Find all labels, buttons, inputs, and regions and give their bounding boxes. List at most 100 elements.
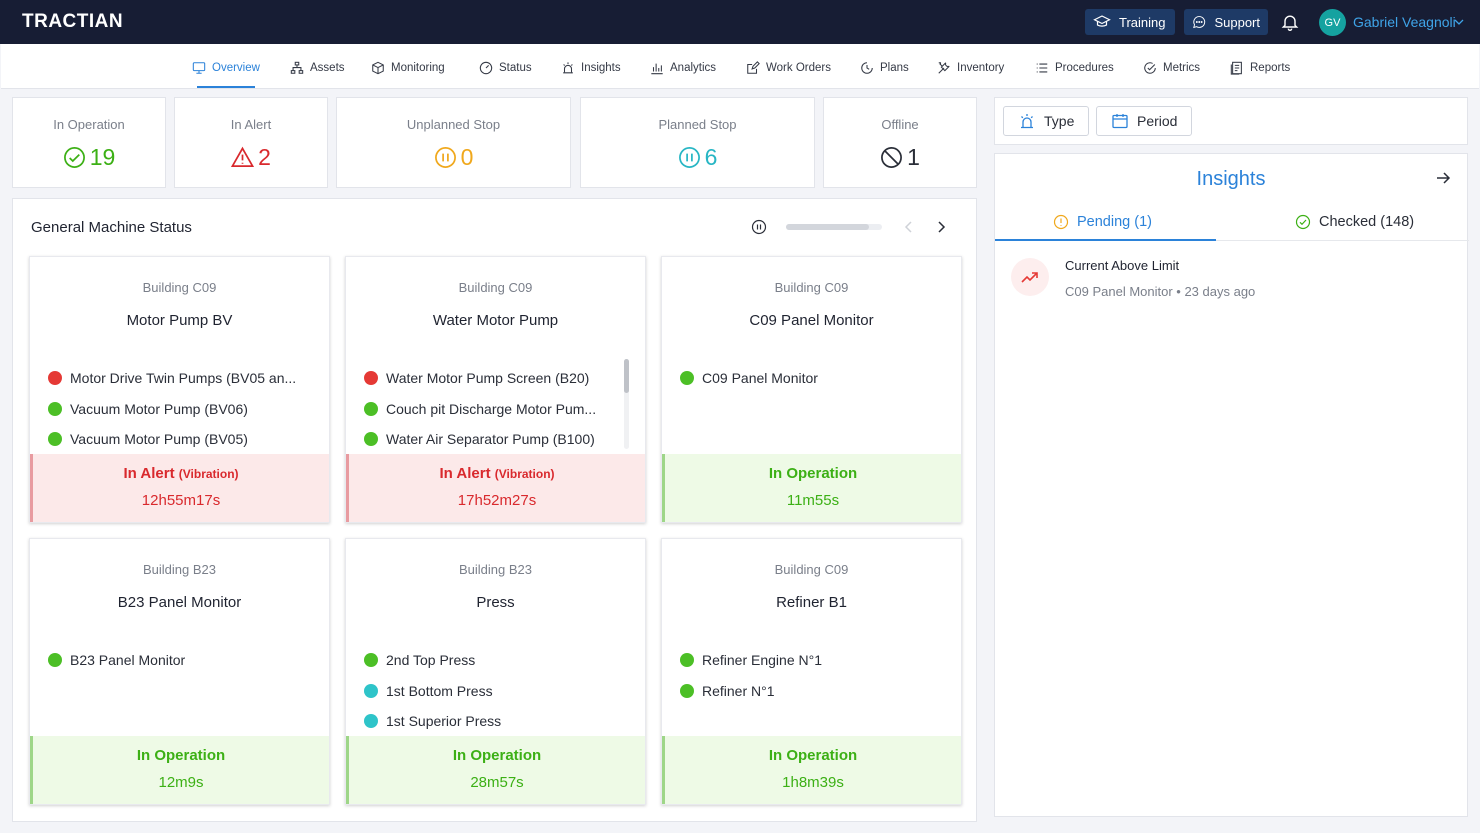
nav-overview[interactable]: Overview [192,59,260,77]
nav-analytics[interactable]: Analytics [650,59,716,77]
type-filter-button[interactable]: Type [1003,106,1090,136]
nav-procedures-label: Procedures [1055,62,1114,74]
asset-item[interactable]: 1st Superior Press [364,706,627,737]
machine-card[interactable]: Building B23 B23 Panel Monitor B23 Panel… [29,538,330,805]
nav-metrics[interactable]: Metrics [1143,59,1200,77]
insight-meta: C09 Panel Monitor • 23 days ago [1065,284,1256,299]
tab-pending[interactable]: Pending (1) [1053,214,1152,230]
nav-inventory[interactable]: Inventory [937,59,1004,77]
machine-name: Press [476,594,515,611]
machine-status-footer: In Operation 11m55s [662,454,961,522]
kpi-label: In Operation [53,117,125,132]
gauge-icon [479,61,493,75]
period-filter-button[interactable]: Period [1096,106,1193,136]
nav-work-orders[interactable]: Work Orders [746,59,831,77]
nav-insights[interactable]: Insights [561,59,621,77]
status-label: In Operation [768,465,858,482]
status-dot [364,371,378,386]
cube-icon [372,61,384,75]
user-avatar[interactable]: GV [1319,9,1346,36]
nav-reports[interactable]: Reports [1230,59,1290,77]
training-label: Training [1119,14,1166,30]
asset-list: Motor Drive Twin Pumps (BV05 an... Vacuu… [48,363,311,455]
machine-name: Water Motor Pump [432,312,559,329]
asset-label: B23 Panel Monitor [70,652,186,669]
asset-label: 1st Superior Press [386,713,502,730]
asset-list: C09 Panel Monitor [680,363,943,394]
list-icon [1036,63,1048,73]
asset-item[interactable]: 2nd Top Press [364,645,627,676]
pause-circle-icon [434,147,456,168]
asset-list-scrollbar[interactable] [624,359,629,449]
nav-assets[interactable]: Assets [290,59,345,77]
nav-work-orders-label: Work Orders [766,62,831,74]
machine-card[interactable]: Building C09 Refiner B1 Refiner Engine N… [661,538,962,805]
general-machine-status-panel: General Machine Status Building C09 Moto… [12,198,977,822]
asset-item[interactable]: Motor Drive Twin Pumps (BV05 an... [48,363,311,394]
tab-active-indicator [995,239,1216,241]
machine-card[interactable]: Building C09 C09 Panel Monitor C09 Panel… [661,256,962,523]
kpi-value: 19 [89,144,116,170]
bar-chart-icon [651,63,663,75]
nav-monitoring[interactable]: Monitoring [371,59,445,77]
user-name[interactable]: Gabriel Veagnoli [1353,14,1456,30]
nav-procedures[interactable]: Procedures [1035,59,1114,77]
asset-item[interactable]: C09 Panel Monitor [680,363,943,394]
machine-building: Building B23 [459,562,532,577]
training-button[interactable]: Training [1085,9,1175,35]
machine-card[interactable]: Building C09 Water Motor Pump Water Moto… [345,256,646,523]
machine-card[interactable]: Building C09 Motor Pump BV Motor Drive T… [29,256,330,523]
chevron-down-icon[interactable] [1454,18,1464,26]
asset-item[interactable]: B23 Panel Monitor [48,645,311,676]
status-dot [48,432,62,447]
asset-item[interactable]: Refiner N°1 [680,676,943,707]
asset-item[interactable]: 1st Bottom Press [364,676,627,707]
machine-name: B23 Panel Monitor [117,594,242,611]
machine-status-footer: In Operation 28m57s [346,736,645,804]
kpi-planned-stop[interactable]: Planned Stop 6 [580,97,815,188]
app-logo[interactable]: TRACTIAN [22,11,124,32]
status-duration: 12m9s [158,774,204,791]
asset-item[interactable]: Refiner Engine N°1 [680,645,943,676]
asset-item[interactable]: Water Motor Pump Screen (B20) [364,363,617,394]
report-icon [1230,61,1242,75]
asset-item[interactable]: Vacuum Motor Pump (BV06) [48,394,311,425]
kpi-offline[interactable]: Offline 1 [823,97,977,188]
nav-status[interactable]: Status [479,59,532,77]
asset-label: 1st Bottom Press [386,682,493,699]
asset-item[interactable]: Water Air Separator Pump (B100) [364,424,617,455]
carousel-progress-fill [786,224,869,230]
chevron-left-icon[interactable] [903,219,915,235]
support-button[interactable]: Support [1184,9,1268,35]
scrollbar-thumb[interactable] [624,359,629,393]
kpi-in-alert[interactable]: In Alert 2 [174,97,328,188]
asset-item[interactable]: Vacuum Motor Pump (BV05) [48,424,311,455]
asset-list: 2nd Top Press 1st Bottom Press 1st Super… [364,645,627,737]
status-detail: (Vibration) [178,467,239,481]
alarm-light-icon [1021,114,1033,129]
alarm-light-icon [563,62,573,74]
status-duration: 17h52m27s [457,492,537,509]
nav-monitoring-label: Monitoring [391,62,445,74]
machine-card[interactable]: Building B23 Press 2nd Top Press 1st Bot… [345,538,646,805]
notification-bell-icon[interactable] [1280,11,1300,33]
nav-insights-label: Insights [581,62,621,74]
kpi-unplanned-stop[interactable]: Unplanned Stop 0 [336,97,571,188]
kpi-in-operation[interactable]: In Operation 19 [12,97,166,188]
chevron-right-icon[interactable] [935,219,947,235]
machine-status-footer: In Operation 12m9s [30,736,329,804]
machine-building: Building C09 [774,562,849,577]
asset-item[interactable]: Couch pit Discharge Motor Pum... [364,394,617,425]
machine-name: Refiner B1 [776,594,847,611]
insights-panel: Insights Pending (1) Checked (148) Curre… [994,153,1469,817]
nav-plans[interactable]: Plans [860,59,909,77]
check-gauge-icon [1144,62,1156,74]
tab-checked[interactable]: Checked (148) [1295,214,1414,230]
insight-item[interactable]: Current Above Limit C09 Panel Monitor • … [1011,256,1451,306]
asset-label: Water Motor Pump Screen (B20) [386,370,590,387]
asset-list: Refiner Engine N°1 Refiner N°1 [680,645,943,706]
arrow-right-icon[interactable] [1435,170,1451,186]
tab-pending-label: Pending (1) [1077,214,1152,230]
asset-label: C09 Panel Monitor [702,370,818,387]
pause-icon[interactable] [751,219,767,235]
